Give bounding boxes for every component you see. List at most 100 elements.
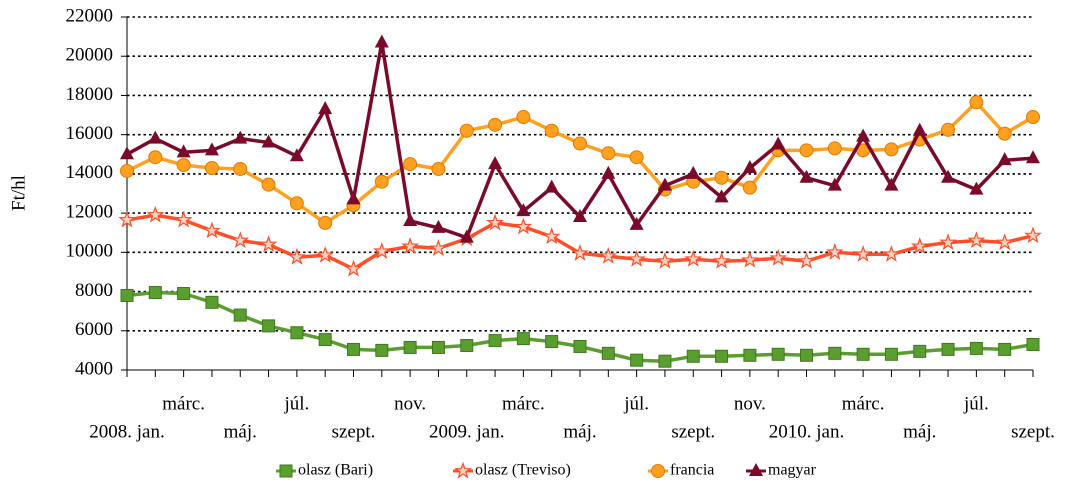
data-point [176,158,191,173]
data-point [231,231,250,249]
x-tick-label: máj. [563,421,596,442]
data-point [629,150,644,165]
y-tick-label: 10000 [66,241,114,262]
data-point [742,180,757,195]
x-tick-label: szept. [1011,421,1055,442]
legend-marker [749,463,763,476]
data-point [573,339,587,353]
data-point [827,177,842,191]
data-point [998,342,1012,356]
data-point [516,110,531,125]
data-point [599,247,618,264]
x-tick-label: nov. [394,393,426,414]
data-point [941,342,955,356]
data-point [403,212,418,226]
data-point [601,146,616,161]
data-point [828,346,842,360]
x-tick-label: máj. [224,421,257,442]
data-point [715,349,729,363]
y-tick-label: 12000 [66,201,114,222]
data-point [233,130,248,144]
data-point [318,215,333,230]
data-point [1024,226,1042,244]
data-point [542,227,561,245]
data-point [714,189,729,203]
data-point [1026,110,1040,125]
data-point [913,344,927,358]
data-point [544,123,559,138]
data-point [148,286,162,300]
y-tick-label: 8000 [75,280,113,301]
data-point [344,259,363,277]
data-point [203,221,221,239]
data-point [488,334,502,348]
data-point [629,216,644,230]
data-point [1026,338,1040,352]
data-point [573,136,587,151]
x-tick-label: máj. [903,421,936,442]
data-point [516,203,531,217]
data-point [545,335,559,349]
data-point [233,308,247,322]
data-point [799,143,814,158]
data-point [431,161,446,176]
x-tick-label: júl. [963,393,989,414]
data-point [431,340,445,354]
legend-label: olasz (Treviso) [475,462,571,479]
data-point [769,248,788,266]
data-point [514,217,533,235]
data-point [884,142,899,157]
data-point [771,136,786,150]
data-point [204,142,219,156]
data-point [686,349,700,363]
data-point [174,210,193,228]
y-tick-label: 22000 [66,5,114,26]
data-point [969,341,983,355]
x-tick-label: szept. [671,421,715,442]
data-point [854,244,873,262]
y-tick-label: 20000 [66,45,114,66]
data-point [910,237,929,255]
legend-label: francia [670,462,714,479]
data-point [601,165,616,179]
data-point [148,150,163,165]
data-point [372,242,391,259]
data-point [261,134,276,148]
data-point [740,250,759,268]
data-point [941,169,956,183]
data-point [771,347,785,361]
data-point [627,249,646,267]
x-tick-label: nov. [734,393,766,414]
data-point [884,177,899,191]
y-axis-label: Ft/hl [8,175,29,211]
data-point [686,165,701,179]
data-point [712,251,731,269]
data-point [941,122,956,137]
data-point [714,170,729,185]
data-point [177,287,191,301]
x-tick-label: márc. [842,393,885,414]
data-point [375,343,389,357]
data-point [403,157,418,172]
data-point [969,181,984,195]
data-point [146,205,165,223]
data-point [118,210,136,228]
legend-marker [454,461,472,479]
data-point [401,237,420,255]
data-point [316,246,335,263]
data-point [658,354,672,368]
data-point [939,233,957,251]
y-tick-label: 14000 [66,162,114,183]
data-point [573,209,587,223]
data-point [459,229,474,243]
data-point [431,219,446,233]
data-point [120,146,134,160]
legend-marker [279,464,293,478]
data-point [204,161,219,176]
data-point [459,123,474,138]
data-point [290,326,304,340]
legend-label: olasz (Bari) [298,462,373,479]
data-point [657,177,672,191]
